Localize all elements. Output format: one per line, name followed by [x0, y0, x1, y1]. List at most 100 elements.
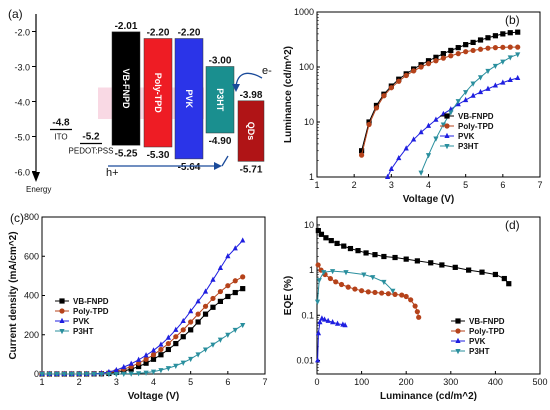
data-point — [240, 274, 246, 280]
data-point — [195, 319, 201, 325]
layer-top-value: -2.01 — [115, 21, 138, 32]
data-point — [315, 357, 321, 363]
data-point — [173, 334, 179, 340]
layer-bottom-value: -5.71 — [240, 164, 263, 175]
data-point — [316, 278, 322, 284]
data-point — [500, 44, 506, 50]
energy-axis-label: Energy — [26, 185, 51, 194]
data-point — [330, 269, 336, 275]
layer-bar — [143, 38, 173, 148]
data-point — [411, 136, 417, 142]
data-point — [414, 309, 420, 315]
data-point — [455, 45, 461, 51]
x-tick-label: 7 — [537, 180, 542, 190]
data-point — [381, 93, 387, 99]
legend-entry: VB-FNPD — [469, 317, 505, 326]
data-point — [210, 276, 216, 282]
data-point — [69, 372, 75, 378]
data-point — [240, 237, 246, 243]
energy-tick-label: -2.0 — [14, 28, 30, 38]
data-point — [136, 371, 142, 377]
current-density-voltage-chart: (c) 1 2 3 4 5 6 7 0 200 400 600 800 Voltage (V) Curren… — [8, 211, 268, 402]
x-tick-label: 400 — [488, 377, 503, 387]
y-tick-label: 600 — [24, 251, 39, 261]
data-point — [217, 337, 223, 343]
electron-arrow — [232, 72, 263, 92]
data-point — [225, 283, 231, 289]
data-point — [479, 269, 485, 275]
layer-top-value: -2.20 — [147, 28, 170, 39]
data-point — [385, 173, 391, 179]
data-point — [455, 328, 461, 334]
data-point — [128, 371, 134, 377]
data-point — [188, 327, 194, 333]
x-tick-label: 5 — [188, 377, 193, 387]
plot-frame — [316, 11, 541, 178]
data-point — [98, 372, 105, 378]
data-point — [470, 39, 476, 46]
data-point — [403, 256, 409, 262]
data-point — [448, 53, 454, 59]
data-point — [444, 123, 450, 129]
data-point — [165, 340, 171, 347]
y-tick-label: 1 — [309, 172, 314, 182]
data-point — [180, 334, 186, 340]
panel-label: (b) — [505, 13, 520, 27]
y-tick-label: 800 — [24, 212, 39, 222]
data-point — [439, 262, 445, 268]
data-point — [327, 275, 333, 282]
data-point — [416, 314, 422, 320]
data-point — [59, 317, 65, 323]
energy-axis — [32, 14, 40, 182]
data-point — [232, 289, 238, 296]
data-point — [372, 252, 378, 258]
data-point — [403, 72, 409, 79]
data-point — [345, 284, 351, 290]
x-tick-label: 4 — [151, 377, 156, 387]
data-point — [492, 82, 498, 88]
data-point — [121, 371, 127, 378]
data-point — [202, 311, 209, 317]
data-point — [225, 332, 231, 338]
layer-bar — [174, 38, 204, 160]
data-point — [202, 288, 209, 294]
series-line — [361, 46, 518, 156]
legend-entry: P3HT — [73, 327, 94, 336]
data-point — [113, 372, 119, 378]
data-point — [412, 303, 418, 309]
data-point — [84, 372, 90, 378]
data-point — [428, 260, 434, 266]
data-point — [225, 293, 231, 300]
data-point — [492, 271, 498, 278]
y-axis-label: EQE (%) — [283, 276, 294, 315]
electrode-level-value: -5.2 — [82, 132, 100, 143]
data-point — [334, 240, 340, 247]
x-tick-label: 6 — [225, 377, 230, 387]
data-point — [425, 122, 432, 128]
data-point — [128, 360, 134, 366]
layer-bar — [237, 100, 265, 162]
layer-name: VB-FNPD — [121, 69, 131, 109]
data-point — [217, 288, 223, 295]
data-point — [515, 44, 521, 50]
data-point — [372, 289, 378, 296]
energy-level-diagram: (a) -2.0 -3.0 -4.0 -5.0 -6.0 Energy -4.8 ITO -… — [8, 7, 272, 194]
data-point — [392, 291, 398, 297]
data-point — [91, 372, 97, 378]
x-tick-label: 3 — [389, 180, 394, 190]
x-tick-label: 200 — [399, 377, 414, 387]
data-point — [485, 85, 491, 91]
data-point — [333, 279, 339, 285]
y-tick-label: 200 — [24, 330, 39, 340]
legend-entry: Poly-TPD — [73, 307, 109, 316]
data-point — [411, 68, 417, 74]
data-point — [195, 352, 201, 358]
y-tick-label: 0 — [34, 369, 39, 379]
data-point — [202, 347, 209, 353]
data-point — [452, 264, 458, 270]
data-point — [232, 245, 238, 251]
x-tick-label: 1 — [314, 180, 319, 190]
data-point — [385, 291, 391, 297]
data-point — [173, 326, 179, 332]
data-point — [338, 281, 345, 288]
